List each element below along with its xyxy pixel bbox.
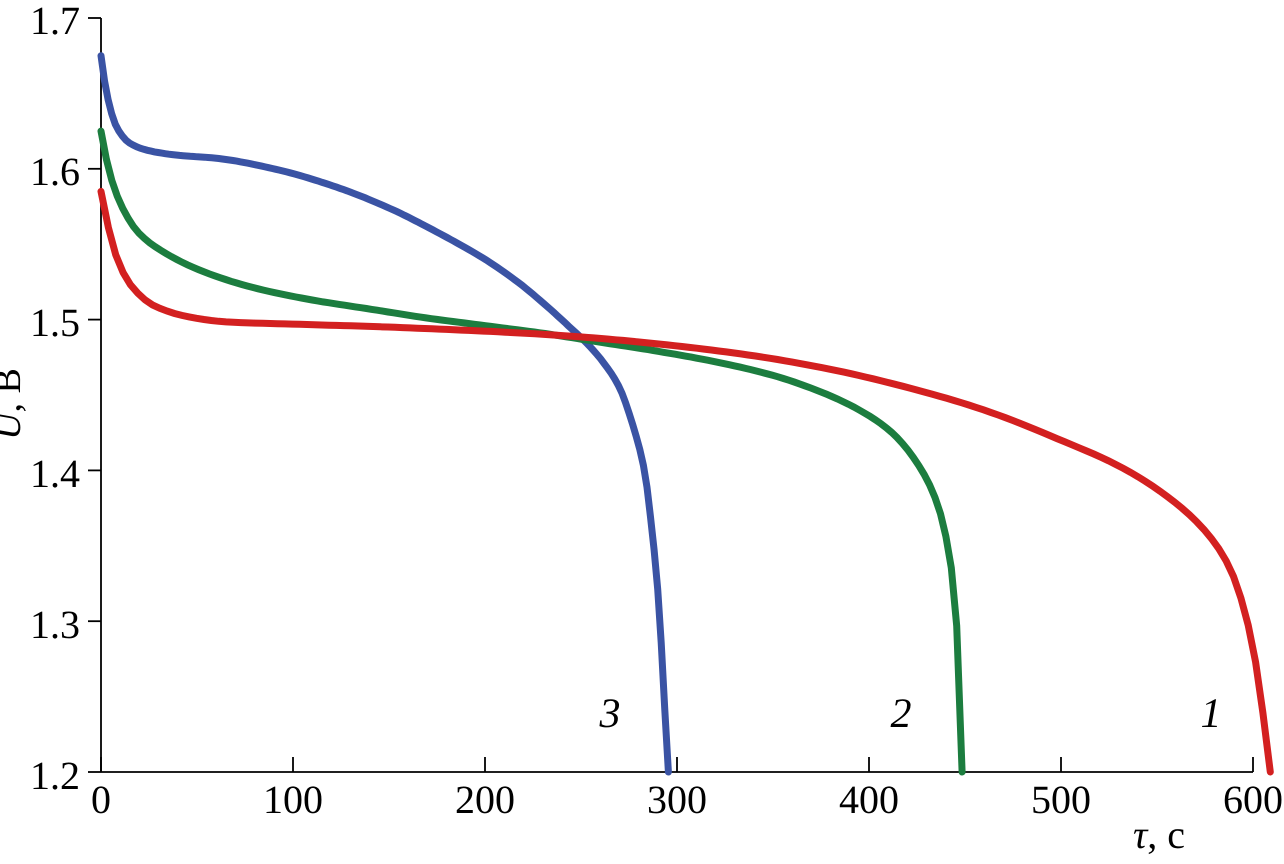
svg-text:100: 100 — [263, 777, 323, 822]
svg-text:1.3: 1.3 — [30, 602, 80, 647]
svg-text:1.7: 1.7 — [30, 0, 80, 43]
svg-text:U, B: U, B — [0, 368, 29, 440]
svg-text:1: 1 — [1201, 691, 1222, 737]
svg-text:200: 200 — [455, 777, 515, 822]
svg-text:600: 600 — [1223, 777, 1283, 822]
svg-text:2: 2 — [891, 691, 912, 737]
svg-text:1.4: 1.4 — [30, 451, 80, 496]
svg-text:1.2: 1.2 — [30, 753, 80, 798]
svg-text:500: 500 — [1031, 777, 1091, 822]
svg-text:300: 300 — [647, 777, 707, 822]
svg-text:400: 400 — [839, 777, 899, 822]
svg-text:τ, c: τ, c — [1133, 812, 1185, 857]
svg-text:1.6: 1.6 — [30, 149, 80, 194]
svg-text:1.5: 1.5 — [30, 300, 80, 345]
svg-text:3: 3 — [599, 691, 621, 737]
svg-text:0: 0 — [91, 777, 111, 822]
